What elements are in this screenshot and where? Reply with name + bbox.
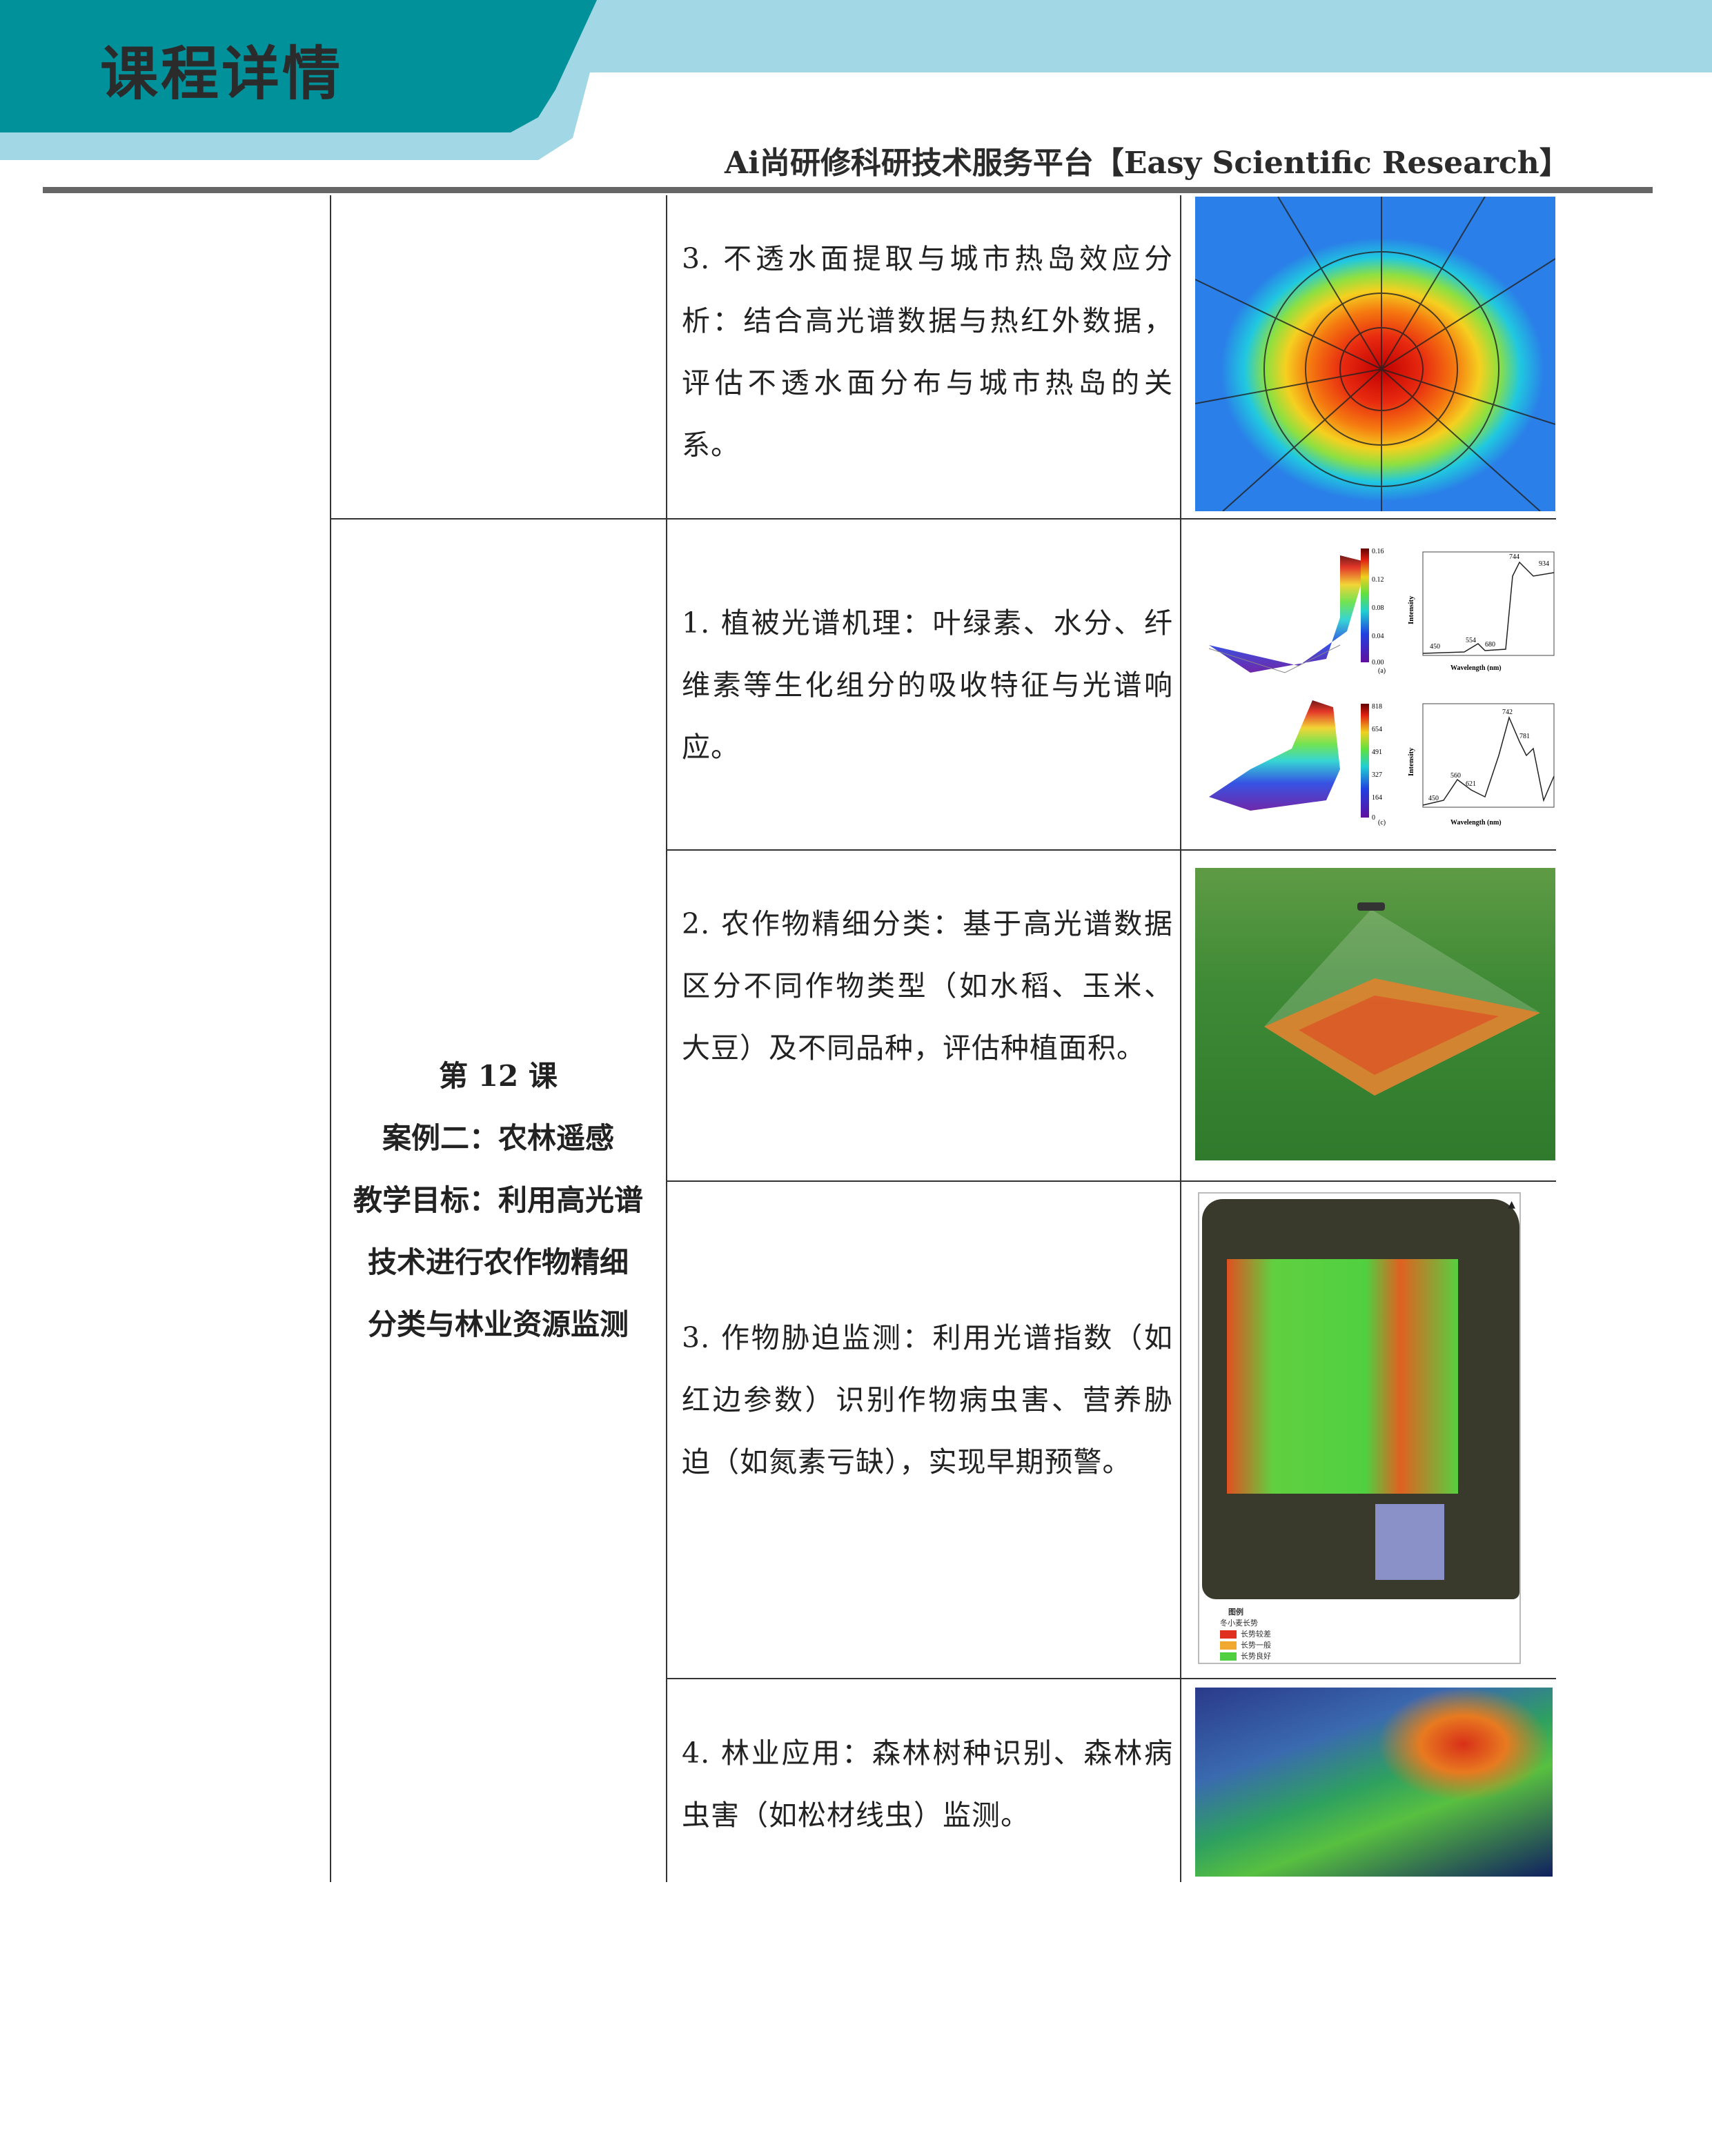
- lesson-objective: 技术进行农作物精细: [367, 1245, 629, 1279]
- colorbar: [1361, 704, 1369, 818]
- colorbar-tick: 654: [1372, 726, 1382, 733]
- lesson-number: 第 12 课: [439, 1059, 558, 1093]
- lesson-objective: 分类与林业资源监测: [367, 1307, 629, 1341]
- table-divider: [666, 195, 667, 1882]
- crop-growth-map-image: 图例 冬小麦长势 长势较差 长势一般 长势良好 ▲: [1198, 1192, 1521, 1664]
- page-title: 课程详情: [100, 40, 344, 108]
- colorbar-tick: 0.04: [1372, 633, 1384, 640]
- peak-label: 554: [1466, 637, 1476, 644]
- y-axis-label: Intensity: [1407, 747, 1415, 776]
- panel-label: (c): [1378, 819, 1386, 827]
- colorbar-tick: 491: [1372, 749, 1382, 756]
- panel-c: 818 654 491 327 164 0 Intensity (c) Wave…: [1209, 700, 1555, 827]
- drone-icon: [1357, 902, 1385, 911]
- row-divider: [330, 518, 1556, 520]
- table-row-text: 3. 作物胁迫监测：利用光谱指数（如红边参数）识别作物病虫害、营养胁迫（如氮素亏…: [682, 1321, 1173, 1478]
- lesson-objective: 教学目标：利用高光谱: [353, 1183, 643, 1217]
- peak-label: 621: [1466, 780, 1476, 788]
- colorbar-tick: 0: [1372, 814, 1375, 822]
- legend-item: 长势一般: [1220, 1639, 1271, 1650]
- peak-label: 781: [1519, 733, 1530, 740]
- header-tab: [0, 0, 597, 132]
- table-row-text: 2. 农作物精细分类：基于高光谱数据区分不同作物类型（如水稻、玉米、大豆）及不同…: [682, 907, 1173, 1065]
- colorbar-tick: 0.00: [1372, 659, 1384, 666]
- colorbar: [1361, 548, 1369, 662]
- row-divider: [666, 1678, 1556, 1679]
- lesson-cell: 第 12 课 案例二：农林遥感 教学目标：利用高光谱 技术进行农作物精细 分类与…: [331, 1045, 665, 1356]
- legend-item: 长势较差: [1220, 1628, 1271, 1639]
- x-axis-label: Wavelength (nm): [1450, 664, 1502, 672]
- legend-subtitle: 冬小麦长势: [1220, 1619, 1258, 1628]
- peak-label: 744: [1509, 553, 1519, 561]
- colorbar-tick: 0.08: [1372, 604, 1384, 612]
- colorbar-tick: 818: [1372, 703, 1382, 711]
- colorbar-tick: 0.16: [1372, 548, 1384, 555]
- north-arrow-icon: ▲: [1508, 1199, 1515, 1210]
- colorbar-tick: 327: [1372, 771, 1382, 779]
- colorbar-tick: 164: [1372, 794, 1382, 802]
- table-row-text: 3. 不透水面提取与城市热岛效应分析：结合高光谱数据与热红外数据，评估不透水面分…: [682, 242, 1173, 462]
- road-network: [1195, 197, 1555, 511]
- vegetation-spectra-image: 0.16 0.12 0.08 0.04 0.00 Intensity (a) W…: [1195, 535, 1555, 831]
- peak-label: 450: [1428, 795, 1439, 802]
- row-divider: [666, 1180, 1556, 1182]
- panel-a: 0.16 0.12 0.08 0.04 0.00 Intensity (a) W…: [1208, 548, 1555, 675]
- header-rule: [43, 187, 1653, 193]
- legend-title: 图例: [1228, 1608, 1243, 1616]
- table-divider: [1180, 195, 1181, 1882]
- drone-crop-scan-image: [1195, 868, 1555, 1160]
- table-border-left: [330, 195, 331, 1882]
- row-divider: [666, 849, 1556, 851]
- peak-label: 450: [1430, 643, 1440, 651]
- map-legend: 图例 冬小麦长势 长势较差 长势一般 长势良好: [1220, 1606, 1271, 1661]
- forest-3d-map-image: [1195, 1688, 1553, 1877]
- peak-label: 742: [1502, 709, 1513, 716]
- peak-label: 560: [1450, 772, 1461, 780]
- legend-item: 长势良好: [1220, 1650, 1271, 1661]
- peak-label: 934: [1539, 560, 1549, 568]
- urban-heat-island-image: [1195, 197, 1555, 511]
- platform-subtitle: Ai尚研修科研技术服务平台【Easy Scientific Research】: [725, 146, 1570, 181]
- table-row-text: 4. 林业应用：森林树种识别、森林病虫害（如松材线虫）监测。: [682, 1737, 1173, 1832]
- table-row-text: 1. 植被光谱机理：叶绿素、水分、纤维素等生化组分的吸收特征与光谱响应。: [682, 606, 1173, 764]
- panel-label: (a): [1378, 667, 1386, 675]
- x-axis-label: Wavelength (nm): [1450, 819, 1502, 827]
- lesson-case: 案例二：农林遥感: [382, 1121, 614, 1155]
- y-axis-label: Intensity: [1407, 595, 1415, 624]
- colorbar-tick: 0.12: [1372, 576, 1384, 584]
- peak-label: 680: [1485, 641, 1495, 649]
